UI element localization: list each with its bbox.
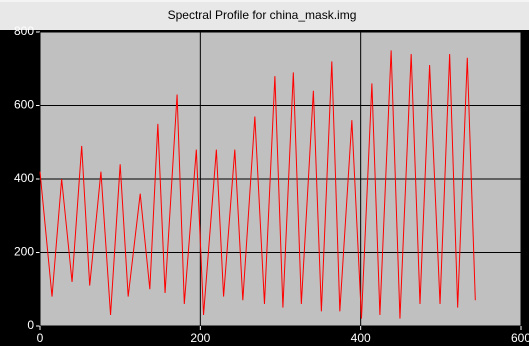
title-bar xyxy=(0,0,529,30)
y-tick-label: 800 xyxy=(14,24,34,38)
y-tick-label: 600 xyxy=(14,98,34,112)
x-tick-label: 0 xyxy=(37,331,44,345)
y-tick-label: 200 xyxy=(14,245,34,259)
y-tick-label: 400 xyxy=(14,171,34,185)
x-tick-label: 200 xyxy=(190,331,210,345)
data-line xyxy=(39,50,476,319)
x-tick-label: 400 xyxy=(351,331,371,345)
y-tick-label: 0 xyxy=(27,318,34,332)
x-tick-label: 600 xyxy=(511,331,529,345)
chart-title: Spectral Profile for china_mask.img xyxy=(168,8,357,22)
